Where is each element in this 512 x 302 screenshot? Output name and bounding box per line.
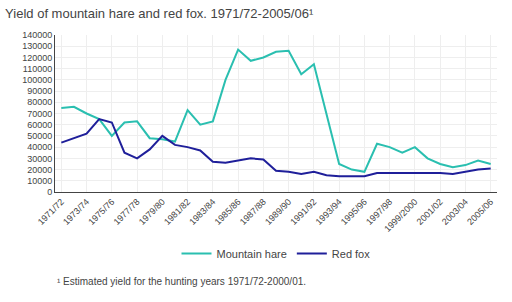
svg-text:1993/94: 1993/94 <box>314 197 344 227</box>
svg-text:1991/92: 1991/92 <box>288 197 318 227</box>
svg-text:40000: 40000 <box>27 142 52 152</box>
svg-text:1973/74: 1973/74 <box>61 197 91 227</box>
svg-text:1987/88: 1987/88 <box>238 197 268 227</box>
svg-text:1997/98: 1997/98 <box>364 197 394 227</box>
svg-text:90000: 90000 <box>27 86 52 96</box>
svg-text:120000: 120000 <box>22 53 52 63</box>
svg-text:0: 0 <box>47 187 52 197</box>
svg-text:2001/02: 2001/02 <box>415 197 445 227</box>
svg-text:70000: 70000 <box>27 109 52 119</box>
svg-text:110000: 110000 <box>23 64 52 74</box>
svg-text:1977/78: 1977/78 <box>112 197 142 227</box>
svg-text:¹ Estimated yield for the hunt: ¹ Estimated yield for the hunting years … <box>57 276 306 287</box>
svg-text:130000: 130000 <box>22 41 52 51</box>
svg-text:1971/72: 1971/72 <box>36 197 66 227</box>
svg-text:2005/06: 2005/06 <box>465 197 495 227</box>
svg-text:50000: 50000 <box>27 131 52 141</box>
svg-text:1975/76: 1975/76 <box>86 197 116 227</box>
svg-text:80000: 80000 <box>27 97 52 107</box>
svg-text:1999/2000: 1999/2000 <box>382 197 419 234</box>
svg-text:Yield of mountain hare and red: Yield of mountain hare and red fox. 1971… <box>5 6 314 21</box>
svg-text:60000: 60000 <box>27 120 52 130</box>
svg-text:100000: 100000 <box>22 75 52 85</box>
svg-text:1985/86: 1985/86 <box>213 197 243 227</box>
svg-text:Red fox: Red fox <box>332 248 370 260</box>
svg-text:30000: 30000 <box>27 154 52 164</box>
svg-text:1981/82: 1981/82 <box>162 197 192 227</box>
svg-text:1983/84: 1983/84 <box>187 197 217 227</box>
svg-text:2003/04: 2003/04 <box>440 197 470 227</box>
svg-text:20000: 20000 <box>27 165 52 175</box>
svg-text:140000: 140000 <box>22 30 52 40</box>
svg-text:1995/96: 1995/96 <box>339 197 369 227</box>
svg-text:Mountain hare: Mountain hare <box>217 248 287 260</box>
svg-text:1989/90: 1989/90 <box>263 197 293 227</box>
svg-text:10000: 10000 <box>27 176 52 186</box>
svg-text:1979/80: 1979/80 <box>137 197 167 227</box>
